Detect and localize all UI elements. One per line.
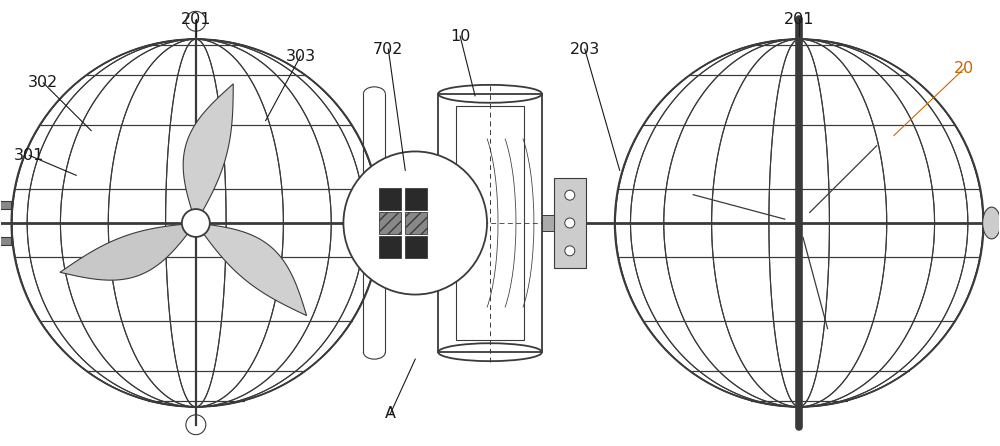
Polygon shape: [183, 84, 233, 223]
Circle shape: [565, 218, 575, 228]
Text: 10: 10: [450, 29, 470, 44]
Text: 302: 302: [28, 75, 58, 91]
Bar: [379, 188, 401, 210]
Bar: [0, 237, 11, 245]
Bar: [379, 212, 401, 234]
Bar: [405, 236, 427, 258]
Bar: [438, 94, 542, 352]
Bar: [456, 106, 524, 340]
Text: A: A: [385, 406, 396, 421]
Polygon shape: [196, 223, 307, 316]
Bar: [0, 201, 11, 209]
Text: 203: 203: [570, 41, 600, 57]
Text: 20: 20: [954, 62, 974, 76]
Text: 201: 201: [181, 12, 211, 27]
Bar: [542, 215, 554, 231]
Text: 301: 301: [14, 148, 44, 163]
Circle shape: [182, 209, 210, 237]
Bar: [405, 188, 427, 210]
Ellipse shape: [983, 207, 1000, 239]
Circle shape: [343, 152, 487, 294]
Polygon shape: [60, 223, 196, 280]
Bar: [379, 236, 401, 258]
Text: 201: 201: [784, 12, 814, 27]
Bar: [405, 212, 427, 234]
Circle shape: [565, 190, 575, 200]
Text: 702: 702: [373, 41, 403, 57]
Text: 303: 303: [285, 49, 316, 63]
Circle shape: [565, 246, 575, 256]
Bar: [554, 178, 586, 268]
